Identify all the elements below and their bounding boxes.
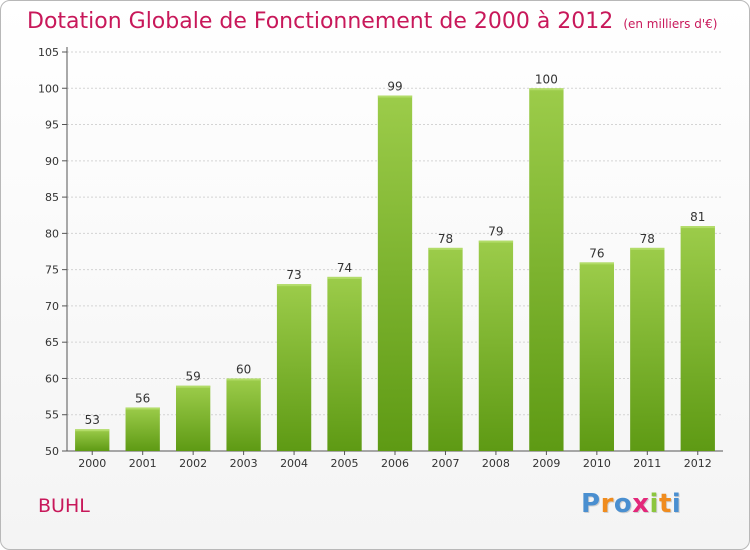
bar-highlight	[478, 240, 514, 243]
bar-2001	[125, 407, 160, 451]
logo-letter: P	[581, 489, 601, 519]
bar-2012	[680, 226, 715, 451]
data-label-2000: 53	[85, 413, 100, 427]
bar-highlight	[428, 247, 463, 250]
chart-title: Dotation Globale de Fonctionnement de 20…	[27, 9, 717, 34]
logo-letter: x	[632, 489, 650, 519]
bar-highlight	[226, 378, 261, 381]
x-tick-label: 2004	[280, 457, 308, 470]
x-tick-label: 2006	[381, 457, 409, 470]
data-label-2006: 99	[387, 80, 402, 94]
proxiti-logo[interactable]: Proxiti	[581, 489, 681, 519]
axes: 50 55 60 65 70 75 80 85 90 95 100 105 2000 2001 2002 20…	[38, 46, 723, 470]
data-label-2004: 73	[286, 268, 301, 282]
x-tick-label: 2010	[583, 457, 611, 470]
x-tick-label: 2000	[78, 457, 106, 470]
bar-highlight	[327, 276, 362, 279]
bar-2000	[75, 429, 110, 451]
bar-highlight	[529, 88, 564, 91]
y-tick-label: 55	[45, 409, 59, 422]
bar-2011	[630, 247, 665, 451]
bar-2008	[478, 240, 514, 451]
bar-2007	[428, 247, 463, 451]
y-tick-label: 50	[45, 445, 59, 458]
data-label-2002: 59	[186, 370, 201, 384]
bar-highlight	[125, 407, 160, 410]
logo-letter: i	[649, 489, 659, 519]
data-label-2009: 100	[535, 72, 558, 86]
x-tick-label: 2012	[684, 457, 712, 470]
y-tick-label: 90	[45, 155, 59, 168]
x-tick-label: 2011	[633, 457, 661, 470]
bar-highlight	[579, 262, 615, 265]
bar-highlight	[175, 385, 211, 388]
x-tick-label: 2008	[482, 457, 510, 470]
x-tick-label: 2005	[331, 457, 359, 470]
data-labels: 53 56 59 60 73 74 99 78 79 100 76 78 81	[85, 72, 706, 427]
y-tick-label: 80	[45, 227, 59, 240]
bar-2010	[579, 262, 615, 451]
x-tick-label: 2002	[179, 457, 207, 470]
bar-2009	[529, 88, 564, 451]
y-tick-label: 85	[45, 191, 59, 204]
y-tick-label: 60	[45, 372, 59, 385]
data-label-2007: 78	[438, 232, 453, 246]
bar-2005	[327, 276, 362, 451]
bar-2006	[377, 95, 413, 451]
y-tick-label: 100	[38, 82, 59, 95]
data-label-2008: 79	[488, 225, 503, 239]
data-label-2001: 56	[135, 391, 150, 405]
bars	[75, 88, 715, 451]
logo-letter: i	[671, 489, 682, 519]
y-tick-label: 70	[45, 300, 59, 313]
bar-highlight	[75, 429, 110, 432]
x-tick-label: 2001	[129, 457, 157, 470]
chart-title-text: Dotation Globale de Fonctionnement de 20…	[27, 9, 614, 34]
bar-highlight	[630, 247, 665, 250]
data-label-2011: 78	[640, 232, 655, 246]
logo-letter: r	[600, 489, 614, 519]
bar-highlight	[276, 284, 312, 287]
y-tick-label: 75	[45, 264, 59, 277]
data-label-2012: 81	[690, 210, 705, 224]
x-tick-label: 2009	[532, 457, 560, 470]
bar-2003	[226, 378, 261, 451]
x-tick-label: 2003	[230, 457, 258, 470]
y-tick-label: 65	[45, 336, 59, 349]
data-label-2010: 76	[589, 246, 604, 260]
chart-subtitle: (en milliers d'€)	[623, 17, 718, 31]
logo-letter: o	[613, 489, 633, 519]
bar-2004	[276, 284, 312, 451]
data-label-2003: 60	[236, 362, 251, 376]
y-tick-label: 95	[45, 119, 59, 132]
bar-highlight	[680, 226, 715, 229]
city-name: BUHL	[38, 495, 90, 517]
bar-highlight	[377, 95, 413, 98]
y-tick-label: 105	[38, 46, 59, 59]
data-label-2005: 74	[337, 261, 352, 275]
x-tick-label: 2007	[431, 457, 459, 470]
bar-2002	[175, 385, 211, 451]
logo-letter: t	[658, 489, 672, 519]
